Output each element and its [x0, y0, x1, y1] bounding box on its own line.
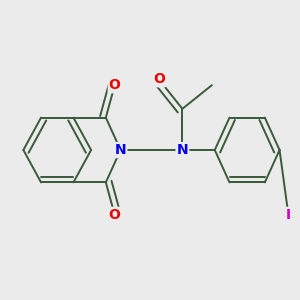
- Text: N: N: [115, 143, 126, 157]
- Text: O: O: [153, 72, 165, 86]
- Text: O: O: [109, 78, 121, 92]
- Text: N: N: [177, 143, 188, 157]
- Text: I: I: [286, 208, 291, 222]
- Text: O: O: [109, 208, 121, 222]
